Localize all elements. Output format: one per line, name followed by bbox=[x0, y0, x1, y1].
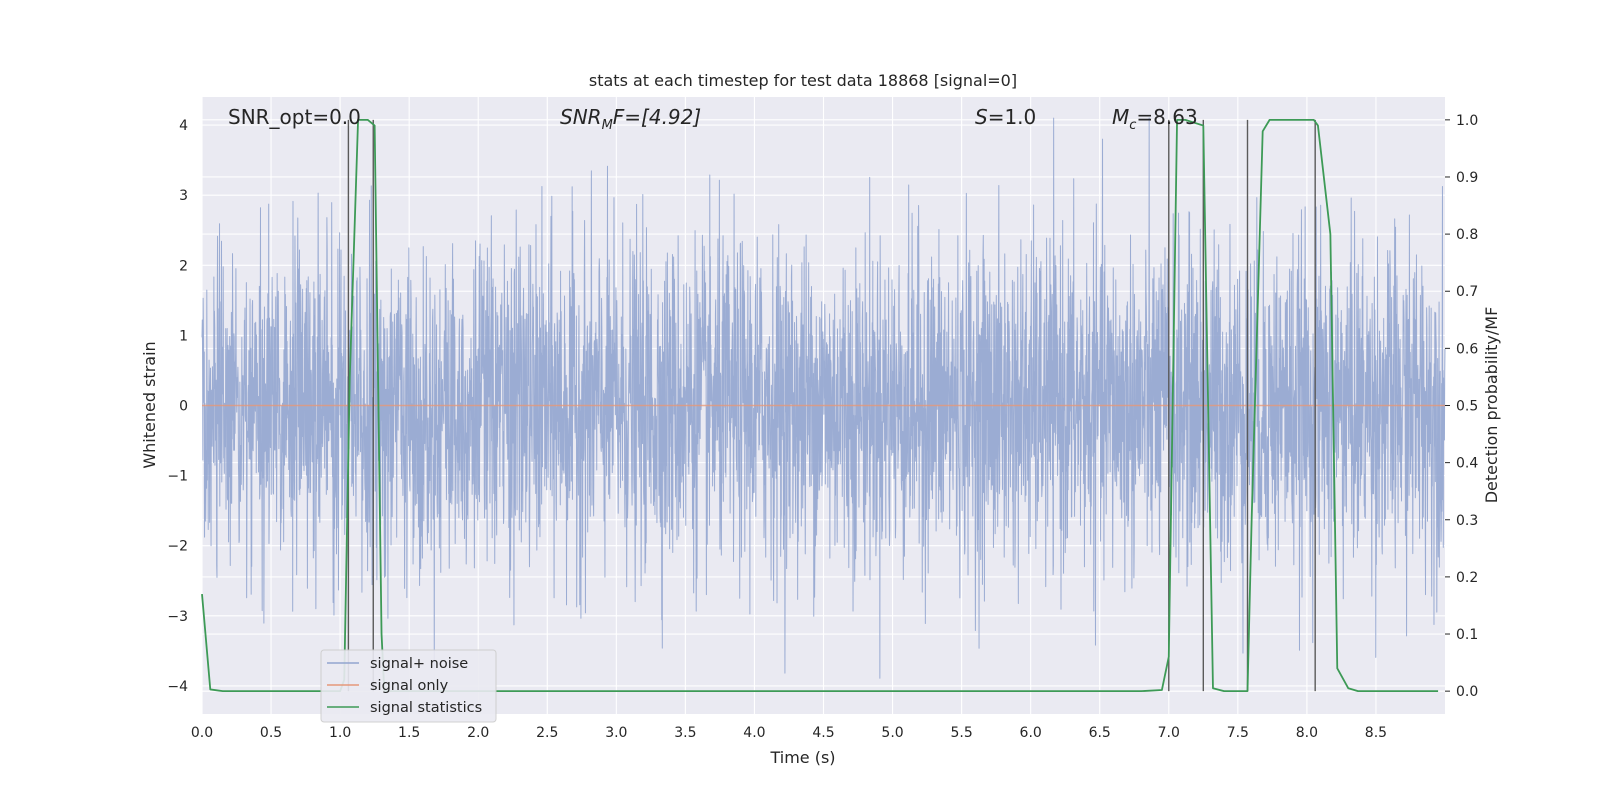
x-tick-label: 6.5 bbox=[1089, 725, 1111, 741]
annotation-s: S=1.0 bbox=[975, 105, 1036, 129]
y-right-tick-label: 0.1 bbox=[1456, 627, 1478, 643]
y-right-tick-label: 0.8 bbox=[1456, 227, 1478, 243]
x-axis-label: Time (s) bbox=[769, 748, 835, 767]
annotation-mc: Mc=8.63 bbox=[1112, 105, 1198, 133]
x-tick-label: 8.0 bbox=[1296, 725, 1318, 741]
legend-label-signal-noise: signal+ noise bbox=[370, 656, 468, 672]
y-right-tick-label: 0.7 bbox=[1456, 284, 1478, 300]
x-tick-label: 4.0 bbox=[743, 725, 765, 741]
y-left-tick-label: 2 bbox=[179, 258, 188, 274]
y-left-tick-label: 3 bbox=[179, 188, 188, 204]
x-tick-label: 8.5 bbox=[1365, 725, 1387, 741]
x-tick-label: 4.5 bbox=[812, 725, 834, 741]
x-tick-label: 5.0 bbox=[881, 725, 903, 741]
x-tick-label: 2.0 bbox=[467, 725, 489, 741]
y-left-tick-label: 0 bbox=[179, 399, 188, 415]
y-right-tick-label: 0.3 bbox=[1456, 513, 1478, 529]
y-axis-label-right: Detection probability/MF bbox=[1482, 307, 1501, 504]
y-left-tick-label: 1 bbox=[179, 328, 188, 344]
signal-statistics-line bbox=[201, 118, 1439, 693]
annotation-snr-opt: SNR_opt=0.0 bbox=[228, 105, 361, 129]
y-right-tick-label: 0.5 bbox=[1456, 399, 1478, 415]
y-right-tick-label: 0.9 bbox=[1456, 170, 1478, 186]
x-tick-label: 3.5 bbox=[674, 725, 696, 741]
x-tick-label: 0.0 bbox=[191, 725, 213, 741]
y-right-tick-label: 0.2 bbox=[1456, 570, 1478, 586]
x-tick-label: 7.0 bbox=[1158, 725, 1180, 741]
x-tick-label: 5.5 bbox=[950, 725, 972, 741]
legend-label-signal-statistics: signal statistics bbox=[370, 700, 482, 716]
y-left-tick-label: −1 bbox=[167, 469, 188, 485]
x-tick-label: 7.5 bbox=[1227, 725, 1249, 741]
x-tick-label: 3.0 bbox=[605, 725, 627, 741]
y-right-tick-label: 1.0 bbox=[1456, 113, 1478, 129]
legend-label-signal-only: signal only bbox=[370, 678, 449, 694]
y-right-tick-label: 0.4 bbox=[1456, 456, 1478, 472]
annotation-snr-mf: SNRMF=[4.92] bbox=[560, 105, 701, 133]
legend: signal+ noise signal only signal statist… bbox=[320, 649, 497, 723]
x-tick-label: 1.0 bbox=[329, 725, 351, 741]
y-left-tick-label: −2 bbox=[167, 539, 188, 555]
y-right-tick-label: 0.6 bbox=[1456, 341, 1478, 357]
y-left-tick-label: −4 bbox=[167, 679, 188, 695]
y-left-tick-label: 4 bbox=[179, 118, 188, 134]
y-right-tick-label: 0.0 bbox=[1456, 684, 1478, 700]
axis-ticks: 0.0 0.5 1.0 1.5 2.0 2.5 3.0 3.5 4.0 4.5 5.0 5.5 6.0 6… bbox=[167, 113, 1478, 741]
x-tick-label: 1.5 bbox=[398, 725, 420, 741]
y-left-tick-label: −3 bbox=[167, 609, 188, 625]
vertical-markers bbox=[347, 119, 1316, 692]
x-tick-label: 6.0 bbox=[1020, 725, 1042, 741]
y-axis-label-left: Whitened strain bbox=[140, 341, 159, 468]
x-tick-label: 0.5 bbox=[260, 725, 282, 741]
signal-statistics-series bbox=[201, 118, 1439, 693]
legend-box bbox=[320, 649, 497, 723]
chart-title: stats at each timestep for test data 188… bbox=[589, 71, 1017, 90]
x-tick-label: 2.5 bbox=[536, 725, 558, 741]
